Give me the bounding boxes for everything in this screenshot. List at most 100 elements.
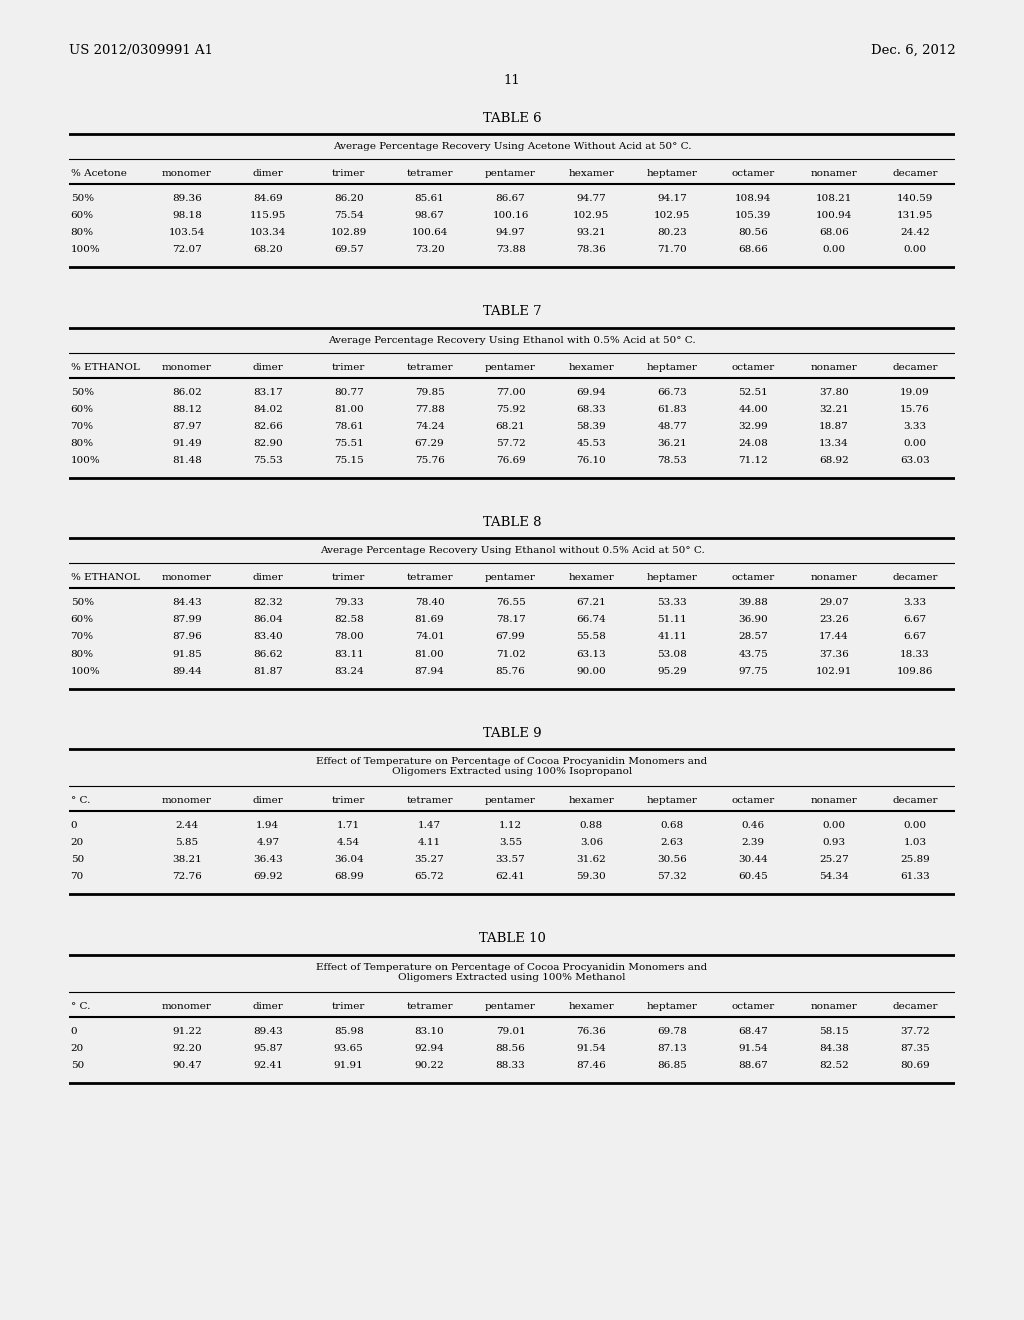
Text: 33.57: 33.57 (496, 855, 525, 865)
Text: 0.00: 0.00 (903, 438, 927, 447)
Text: 71.02: 71.02 (496, 649, 525, 659)
Text: octamer: octamer (731, 363, 775, 372)
Text: 86.62: 86.62 (253, 649, 283, 659)
Text: ° C.: ° C. (71, 1002, 90, 1011)
Text: 81.69: 81.69 (415, 615, 444, 624)
Text: 97.75: 97.75 (738, 667, 768, 676)
Text: heptamer: heptamer (647, 796, 697, 805)
Text: 2.44: 2.44 (175, 821, 199, 830)
Text: 82.58: 82.58 (334, 615, 364, 624)
Text: pentamer: pentamer (485, 573, 536, 582)
Text: 0.00: 0.00 (903, 246, 927, 255)
Text: 87.46: 87.46 (577, 1061, 606, 1069)
Text: octamer: octamer (731, 573, 775, 582)
Text: 68.47: 68.47 (738, 1027, 768, 1036)
Text: 86.20: 86.20 (334, 194, 364, 203)
Text: 95.87: 95.87 (253, 1044, 283, 1053)
Text: 67.21: 67.21 (577, 598, 606, 607)
Text: 15.76: 15.76 (900, 405, 930, 413)
Text: nonamer: nonamer (811, 573, 857, 582)
Text: 50%: 50% (71, 388, 94, 397)
Text: 37.80: 37.80 (819, 388, 849, 397)
Text: nonamer: nonamer (811, 169, 857, 178)
Text: 60%: 60% (71, 615, 94, 624)
Text: 2.39: 2.39 (741, 838, 765, 847)
Text: 102.89: 102.89 (331, 228, 367, 238)
Text: 38.21: 38.21 (172, 855, 202, 865)
Text: 35.27: 35.27 (415, 855, 444, 865)
Text: 108.94: 108.94 (735, 194, 771, 203)
Text: hexamer: hexamer (568, 1002, 614, 1011)
Text: 58.39: 58.39 (577, 422, 606, 430)
Text: 24.08: 24.08 (738, 438, 768, 447)
Text: octamer: octamer (731, 1002, 775, 1011)
Text: trimer: trimer (332, 169, 366, 178)
Text: 100.16: 100.16 (493, 211, 528, 220)
Text: hexamer: hexamer (568, 363, 614, 372)
Text: 91.22: 91.22 (172, 1027, 202, 1036)
Text: 51.11: 51.11 (657, 615, 687, 624)
Text: 80%: 80% (71, 649, 94, 659)
Text: 68.99: 68.99 (334, 873, 364, 882)
Text: 95.29: 95.29 (657, 667, 687, 676)
Text: 87.94: 87.94 (415, 667, 444, 676)
Text: 31.62: 31.62 (577, 855, 606, 865)
Text: 66.74: 66.74 (577, 615, 606, 624)
Text: 68.33: 68.33 (577, 405, 606, 413)
Text: 100.64: 100.64 (412, 228, 447, 238)
Text: octamer: octamer (731, 796, 775, 805)
Text: 109.86: 109.86 (897, 667, 933, 676)
Text: 78.00: 78.00 (334, 632, 364, 642)
Text: 79.01: 79.01 (496, 1027, 525, 1036)
Text: 25.27: 25.27 (819, 855, 849, 865)
Text: tetramer: tetramer (407, 363, 453, 372)
Text: hexamer: hexamer (568, 169, 614, 178)
Text: 82.90: 82.90 (253, 438, 283, 447)
Text: Average Percentage Recovery Using Acetone Without Acid at 50° C.: Average Percentage Recovery Using Aceton… (333, 143, 691, 150)
Text: 70: 70 (71, 873, 84, 882)
Text: 4.54: 4.54 (337, 838, 360, 847)
Text: 81.48: 81.48 (172, 455, 202, 465)
Text: 102.95: 102.95 (573, 211, 609, 220)
Text: 18.87: 18.87 (819, 422, 849, 430)
Text: 0.00: 0.00 (822, 821, 846, 830)
Text: 83.11: 83.11 (334, 649, 364, 659)
Text: 79.33: 79.33 (334, 598, 364, 607)
Text: TABLE 6: TABLE 6 (482, 112, 542, 125)
Text: 90.00: 90.00 (577, 667, 606, 676)
Text: 78.53: 78.53 (657, 455, 687, 465)
Text: 3.55: 3.55 (499, 838, 522, 847)
Text: 80%: 80% (71, 228, 94, 238)
Text: 36.43: 36.43 (253, 855, 283, 865)
Text: 6.67: 6.67 (903, 632, 927, 642)
Text: 92.41: 92.41 (253, 1061, 283, 1069)
Text: 131.95: 131.95 (897, 211, 933, 220)
Text: 105.39: 105.39 (735, 211, 771, 220)
Text: 76.36: 76.36 (577, 1027, 606, 1036)
Text: 93.65: 93.65 (334, 1044, 364, 1053)
Text: 63.13: 63.13 (577, 649, 606, 659)
Text: 88.12: 88.12 (172, 405, 202, 413)
Text: 85.76: 85.76 (496, 667, 525, 676)
Text: 32.99: 32.99 (738, 422, 768, 430)
Text: dimer: dimer (253, 363, 284, 372)
Text: 76.10: 76.10 (577, 455, 606, 465)
Text: 54.34: 54.34 (819, 873, 849, 882)
Text: 108.21: 108.21 (816, 194, 852, 203)
Text: 68.66: 68.66 (738, 246, 768, 255)
Text: 102.95: 102.95 (654, 211, 690, 220)
Text: 87.97: 87.97 (172, 422, 202, 430)
Text: nonamer: nonamer (811, 1002, 857, 1011)
Text: 100%: 100% (71, 667, 100, 676)
Text: 69.92: 69.92 (253, 873, 283, 882)
Text: 44.00: 44.00 (738, 405, 768, 413)
Text: 52.51: 52.51 (738, 388, 768, 397)
Text: 30.56: 30.56 (657, 855, 687, 865)
Text: % ETHANOL: % ETHANOL (71, 573, 139, 582)
Text: 86.02: 86.02 (172, 388, 202, 397)
Text: 103.54: 103.54 (169, 228, 205, 238)
Text: 20: 20 (71, 1044, 84, 1053)
Text: tetramer: tetramer (407, 796, 453, 805)
Text: 88.56: 88.56 (496, 1044, 525, 1053)
Text: 13.34: 13.34 (819, 438, 849, 447)
